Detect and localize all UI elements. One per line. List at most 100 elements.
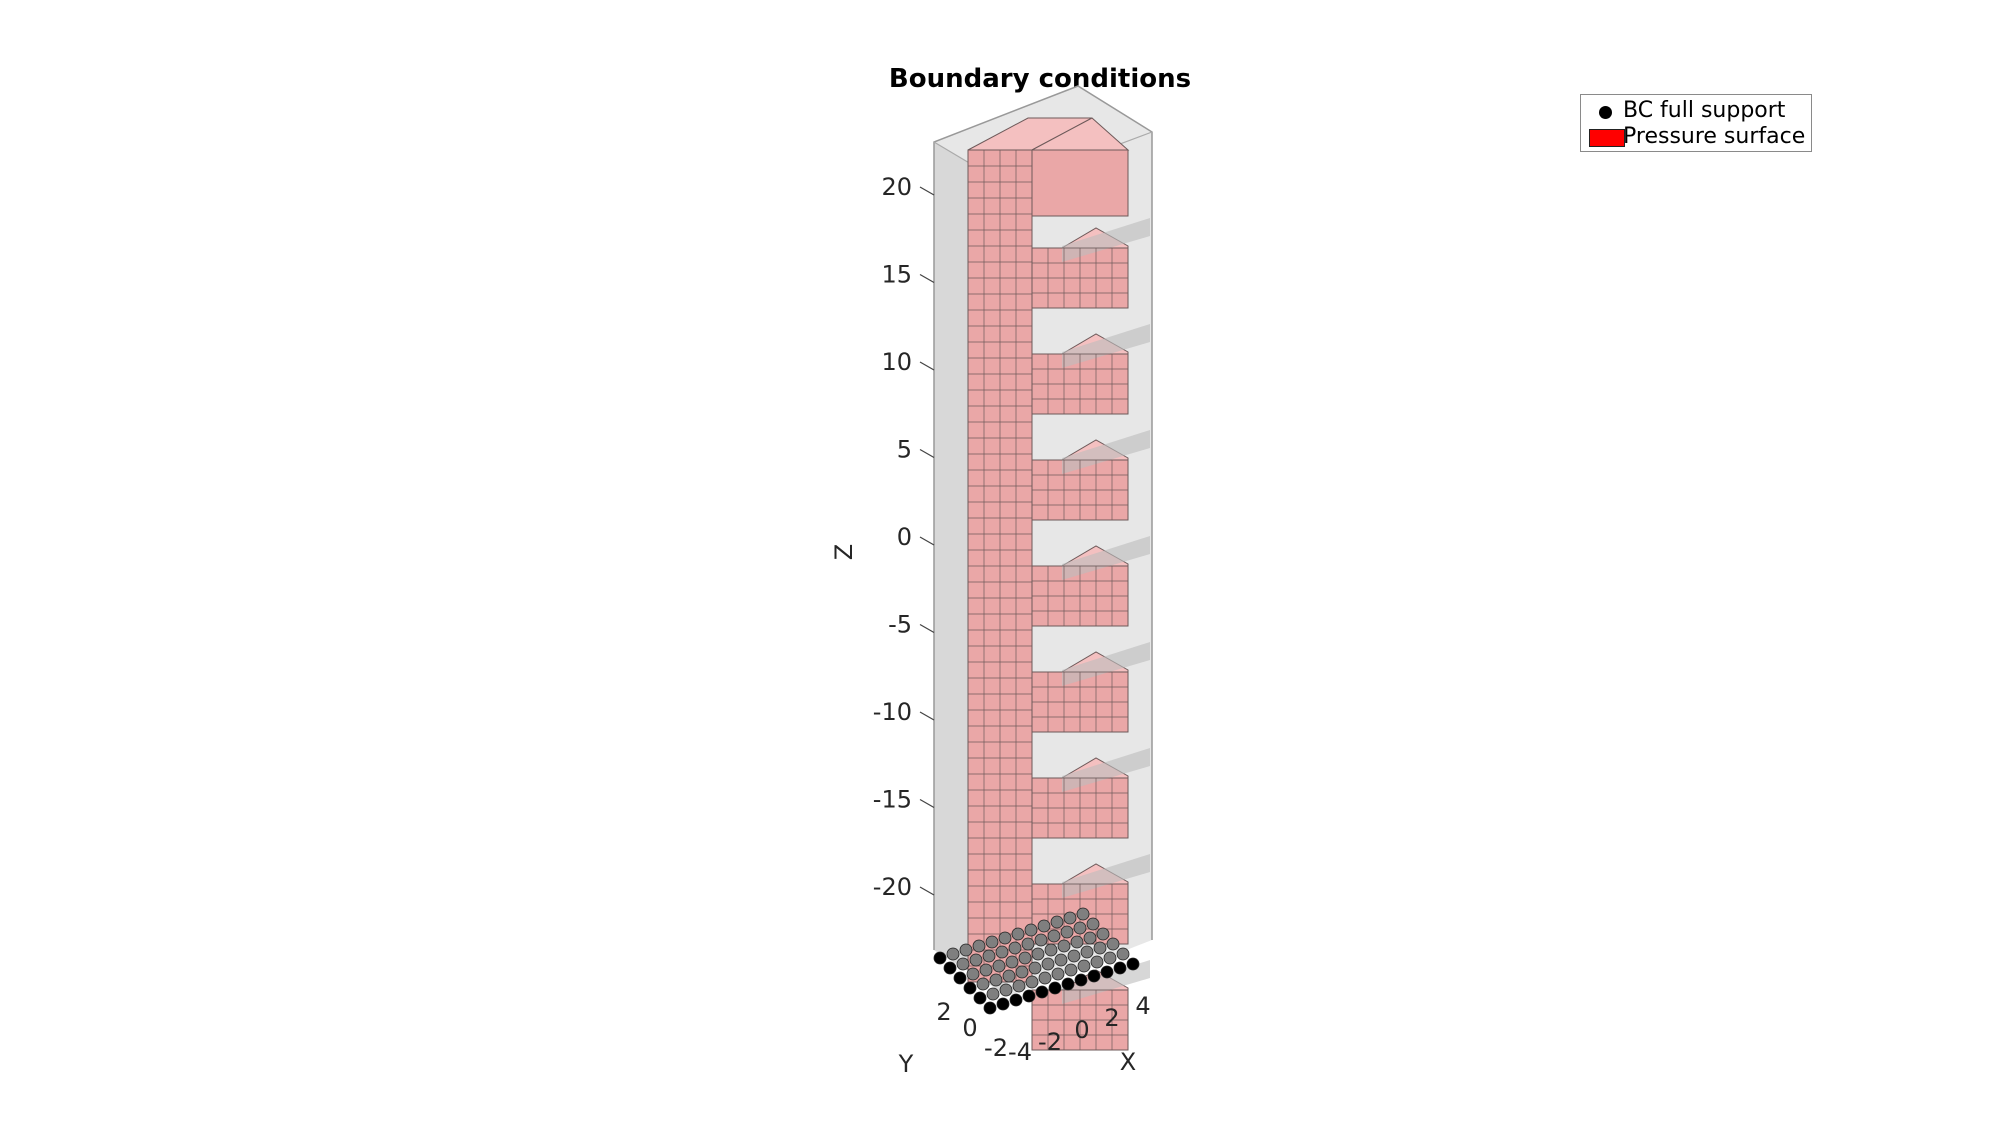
bc-support-point [1025,975,1039,989]
bc-support-point [983,1001,997,1015]
bc-support-point [1050,915,1064,929]
bc-support-point [1080,945,1094,959]
bc-support-point [1048,981,1062,995]
arm-gap-shadow [1062,536,1150,580]
bc-support-point [982,949,996,963]
z-tick-mark [919,798,935,809]
bc-support-point [966,967,980,981]
arm-gap-shadow [1062,748,1150,792]
y-tick-label: -2 [984,1034,1008,1062]
y-tick-label: 2 [936,998,951,1026]
z-tick-mark [919,448,935,459]
bc-support-point [992,959,1006,973]
bc-support-point [1086,917,1100,931]
bc-support-point [1057,939,1071,953]
bc-support-point [996,997,1010,1011]
bc-support-point [946,947,960,961]
bc-support-point [943,961,957,975]
bc-support-point [963,981,977,995]
z-tick-label: -15 [873,786,912,814]
bc-support-point [1018,951,1032,965]
bc-points-group [933,907,1140,1015]
bc-support-point [1028,961,1042,975]
bc-support-point [1103,951,1117,965]
bc-support-point [933,951,947,965]
arm-gap-shadow [1062,324,1150,368]
bc-support-point [989,973,1003,987]
arm-gap-shadow [1062,218,1150,262]
bc-support-point [979,963,993,977]
bc-support-point [1063,911,1077,925]
z-tick-mark [919,623,935,634]
bc-support-point [1034,933,1048,947]
legend: BC full support Pressure surface [1580,94,1812,152]
bc-support-point [976,977,990,991]
x-tick-label: 4 [1135,992,1150,1020]
bc-support-point [973,991,987,1005]
bc-support-point [1067,949,1081,963]
bc-support-point [1038,971,1052,985]
bc-support-point [1024,923,1038,937]
chart-title: Boundary conditions [888,64,1192,94]
y-tick-label: 0 [962,1014,977,1042]
x-tick-label: -4 [1008,1038,1032,1066]
bc-support-point [1061,977,1075,991]
box-outline [933,85,1153,950]
z-tick-label: 15 [881,261,912,289]
arm-gap-shadow [1062,854,1150,898]
bc-support-point [1054,953,1068,967]
mesh-group [967,117,1150,1051]
bc-support-point [998,931,1012,945]
z-tick-mark [919,711,935,721]
bc-support-point [1044,943,1058,957]
bc-support-point [1031,947,1045,961]
bc-support-point [969,953,983,967]
bc-support-point [1005,955,1019,969]
bc-support-point [1021,937,1035,951]
legend-item-bc: BC full support [1581,99,1811,123]
z-tick-mark [919,536,935,546]
z-tick-mark [919,886,935,896]
bc-support-point [1100,965,1114,979]
x-axis-label: X [1120,1048,1136,1076]
bc-support-point [1015,965,1029,979]
z-tick-mark [919,361,935,371]
bc-support-point [1002,969,1016,983]
z-tick-label: 0 [897,523,912,551]
bc-support-point [1096,927,1110,941]
circle-marker-icon [1599,106,1612,119]
bc-support-point [1051,967,1065,981]
bc-support-point [956,957,970,971]
arm-gap-shadow [1062,642,1150,686]
bc-support-point [1113,961,1127,975]
bc-support-point [1087,969,1101,983]
legend-label: BC full support [1623,98,1786,123]
bc-support-point [986,987,1000,1001]
bc-support-point [959,943,973,957]
bc-support-point [1008,941,1022,955]
arm-gap-shadow [1062,960,1150,1004]
arm-gap-shadow [1062,430,1150,474]
legend-item-pressure: Pressure surface [1581,125,1811,149]
z-tick-label: -10 [873,698,912,726]
z-axis-label: Z [830,544,858,560]
bc-support-point [1041,957,1055,971]
bc-support-point [1012,979,1026,993]
z-tick-label: -20 [873,873,912,901]
bc-support-point [995,945,1009,959]
x-tick-label: 0 [1074,1016,1089,1044]
bc-support-point [1074,973,1088,987]
z-tick-label: 20 [881,173,912,201]
x-tick-label: 2 [1104,1004,1119,1032]
bc-support-point [1116,947,1130,961]
bc-support-point [953,971,967,985]
bc-support-point [1083,931,1097,945]
cap-top-face [1031,117,1130,151]
bc-support-point [1011,927,1025,941]
bc-support-point [972,939,986,953]
bc-support-point [1037,919,1051,933]
z-tick-label: 5 [897,436,912,464]
bc-support-point [1090,955,1104,969]
